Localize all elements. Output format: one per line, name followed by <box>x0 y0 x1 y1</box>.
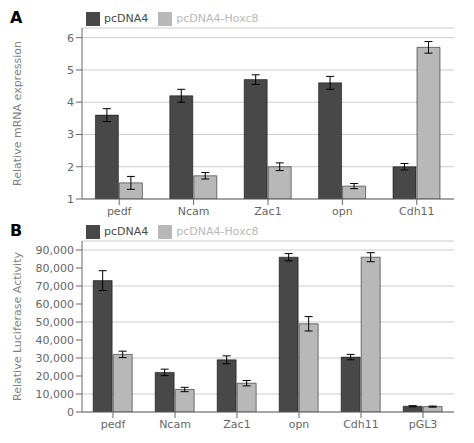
svg-text:2: 2 <box>67 161 74 174</box>
svg-text:pedf: pedf <box>107 205 133 218</box>
html-text:pcDNA4: pcDNA4 <box>104 12 149 25</box>
svg-text:Cdh11: Cdh11 <box>343 418 379 431</box>
svg-text:4: 4 <box>67 96 74 109</box>
svg-text:Cdh11: Cdh11 <box>399 205 435 218</box>
html-text:pcDNA4: pcDNA4 <box>104 225 149 238</box>
html-text:B: B <box>10 221 23 240</box>
svg-text:60,000: 60,000 <box>36 298 75 311</box>
svg-text:40,000: 40,000 <box>36 334 75 347</box>
svg-text:Ncam: Ncam <box>178 205 210 218</box>
svg-text:3: 3 <box>67 128 74 141</box>
svg-text:50,000: 50,000 <box>36 316 75 329</box>
html-text:pcDNA4-Hoxc8: pcDNA4-Hoxc8 <box>176 12 259 25</box>
svg-text:pedf: pedf <box>101 418 127 431</box>
svg-text:1: 1 <box>67 193 74 206</box>
svg-text:30,000: 30,000 <box>36 352 75 365</box>
svg-text:6: 6 <box>67 32 74 45</box>
svg-text:pGL3: pGL3 <box>409 418 438 431</box>
svg-text:80,000: 80,000 <box>36 262 75 275</box>
html-text:A: A <box>10 8 23 27</box>
svg-text:Ncam: Ncam <box>159 418 191 431</box>
svg-text:Relative mRNA expression: Relative mRNA expression <box>11 41 24 186</box>
svg-text:5: 5 <box>67 64 74 77</box>
svg-text:Zac1: Zac1 <box>223 418 250 431</box>
html-text:pcDNA4-Hoxc8: pcDNA4-Hoxc8 <box>176 225 259 238</box>
svg-text:10,000: 10,000 <box>36 388 75 401</box>
svg-text:opn: opn <box>289 418 310 431</box>
svg-text:20,000: 20,000 <box>36 370 75 383</box>
svg-text:opn: opn <box>332 205 353 218</box>
svg-text:Relative Luciferase Activity: Relative Luciferase Activity <box>11 252 24 401</box>
svg-text:90,000: 90,000 <box>36 244 75 257</box>
svg-text:70,000: 70,000 <box>36 280 75 293</box>
svg-text:Zac1: Zac1 <box>254 205 281 218</box>
svg-text:0: 0 <box>67 406 74 419</box>
